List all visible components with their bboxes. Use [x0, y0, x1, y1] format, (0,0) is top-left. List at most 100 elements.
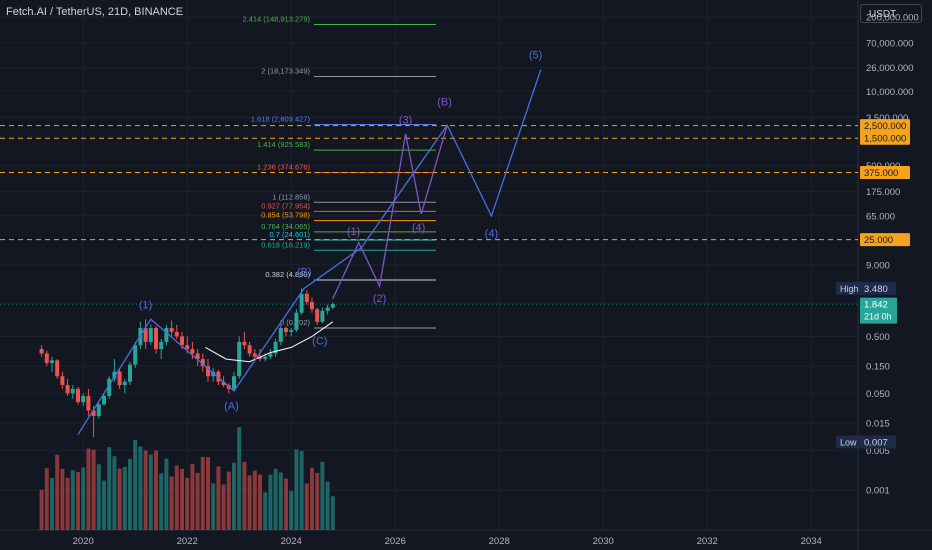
- candle-body: [112, 371, 117, 379]
- volume-bar: [50, 478, 54, 530]
- volume-bar: [102, 480, 106, 530]
- candle-body: [185, 345, 190, 350]
- volume-bar: [76, 472, 80, 530]
- candle-body: [273, 341, 278, 354]
- candle-body: [55, 360, 60, 377]
- candle-body: [278, 328, 283, 342]
- y-tick-label-3: 10,000.000: [866, 87, 914, 98]
- wave-label-3: (C): [312, 336, 327, 348]
- orange-price-tag-3: 25.000: [864, 235, 893, 246]
- candle-body: [86, 395, 91, 411]
- candle-body: [315, 309, 320, 322]
- wave-label-7: (4): [412, 222, 425, 234]
- volume-bar: [164, 458, 169, 530]
- candle-body: [60, 376, 65, 386]
- candle-body: [96, 404, 101, 417]
- volume-bar: [91, 449, 96, 530]
- volume-bar: [232, 462, 236, 530]
- fib-label-2: 1.236 (374.676): [257, 163, 310, 172]
- candle-body: [180, 336, 184, 346]
- volume-bar: [148, 454, 153, 530]
- y-tick-label-8: 9.000: [866, 260, 890, 271]
- candle-body: [50, 360, 54, 364]
- candle-body: [91, 410, 96, 417]
- candle-body: [221, 381, 226, 386]
- volume-bar: [81, 467, 86, 530]
- price-tags: 2,500.000 1,500.000 375.000 25.000 1.84221d …: [836, 119, 910, 449]
- volume-bar: [112, 456, 117, 530]
- volume-bar: [200, 456, 205, 530]
- fib-label-3: 1 (112.858): [272, 192, 310, 201]
- volume-bar: [117, 468, 122, 530]
- candle-body: [81, 395, 86, 403]
- fib-label-7: 0.7 (24.601): [270, 230, 311, 239]
- volume-bar: [86, 448, 91, 530]
- volume-bar: [138, 446, 143, 530]
- x-tick-label-7: 2034: [801, 536, 822, 547]
- candle-body: [310, 302, 314, 310]
- fib-label-6: 0.764 (34.065): [261, 222, 310, 231]
- current-price-tag: 1.842: [864, 300, 888, 311]
- y-tick-label-13: 0.005: [866, 446, 890, 457]
- volume-bar: [154, 450, 158, 530]
- chart-title: Fetch.AI / TetherUS, 21D, BINANCE: [6, 6, 184, 18]
- candle-body: [169, 328, 174, 332]
- fib-label-9: 0.382 (4.890): [265, 270, 310, 279]
- volume-bar: [304, 483, 309, 530]
- volume-bar: [278, 472, 283, 530]
- volume-bar: [185, 477, 190, 530]
- candle-body: [258, 356, 262, 360]
- volume-bar: [252, 470, 257, 530]
- volume-bar: [44, 468, 49, 530]
- candle-body: [304, 293, 309, 303]
- x-tick-label-4: 2028: [489, 536, 510, 547]
- wave-label-1: (A): [224, 401, 239, 413]
- candle-body: [128, 364, 132, 382]
- fib-label-0: 1.618 (2,609.427): [251, 115, 311, 124]
- high-value: 3.480: [864, 284, 888, 295]
- candle-body: [325, 307, 330, 311]
- volume-bar: [195, 472, 200, 530]
- current-price-tag-bg: [860, 297, 897, 324]
- wave-label-9: (4): [485, 228, 498, 240]
- candle-body: [39, 349, 44, 354]
- candle-body: [195, 353, 200, 360]
- elliott-wave-blue-path: [77, 69, 542, 435]
- candle-body: [117, 371, 122, 386]
- volume-bar: [206, 457, 210, 530]
- candle-body: [294, 312, 299, 330]
- orange-price-tag-1: 1,500.000: [864, 134, 906, 145]
- volume-bar: [330, 496, 335, 530]
- volume-bar: [122, 466, 127, 530]
- moving-average-line: [205, 321, 334, 363]
- orange-price-tag-0-bg: [860, 119, 910, 133]
- y-tick-label-7: 65.000: [866, 211, 895, 222]
- volume-bar: [325, 481, 330, 530]
- x-tick-label-3: 2026: [385, 536, 406, 547]
- volume-bar: [211, 483, 216, 530]
- fib-label-11: 2 (18,173.349): [261, 67, 310, 76]
- candle-body: [289, 329, 294, 332]
- y-tick-label-10: 0.150: [866, 362, 890, 373]
- candle-body: [237, 341, 242, 377]
- fib-label-8: 0.618 (16.219): [261, 240, 310, 249]
- candle-body: [122, 381, 127, 386]
- orange-price-tag-1-bg: [860, 131, 910, 145]
- volume-bar: [294, 449, 299, 530]
- low-label: Low: [840, 438, 857, 448]
- orange-price-tag-3-bg: [860, 233, 910, 247]
- wave-paths: [77, 69, 542, 435]
- candle-body: [174, 331, 179, 337]
- currency-selector[interactable]: USDT: [860, 4, 922, 23]
- candle-body: [44, 353, 49, 364]
- volume-bar: [258, 474, 262, 530]
- volume-bar: [273, 468, 278, 530]
- volume-bar: [60, 468, 65, 530]
- wave-label-8: (B): [437, 97, 452, 109]
- candle-body: [242, 341, 247, 346]
- candle-body: [143, 328, 148, 342]
- volume-bar: [159, 473, 164, 530]
- candle-body: [107, 378, 112, 396]
